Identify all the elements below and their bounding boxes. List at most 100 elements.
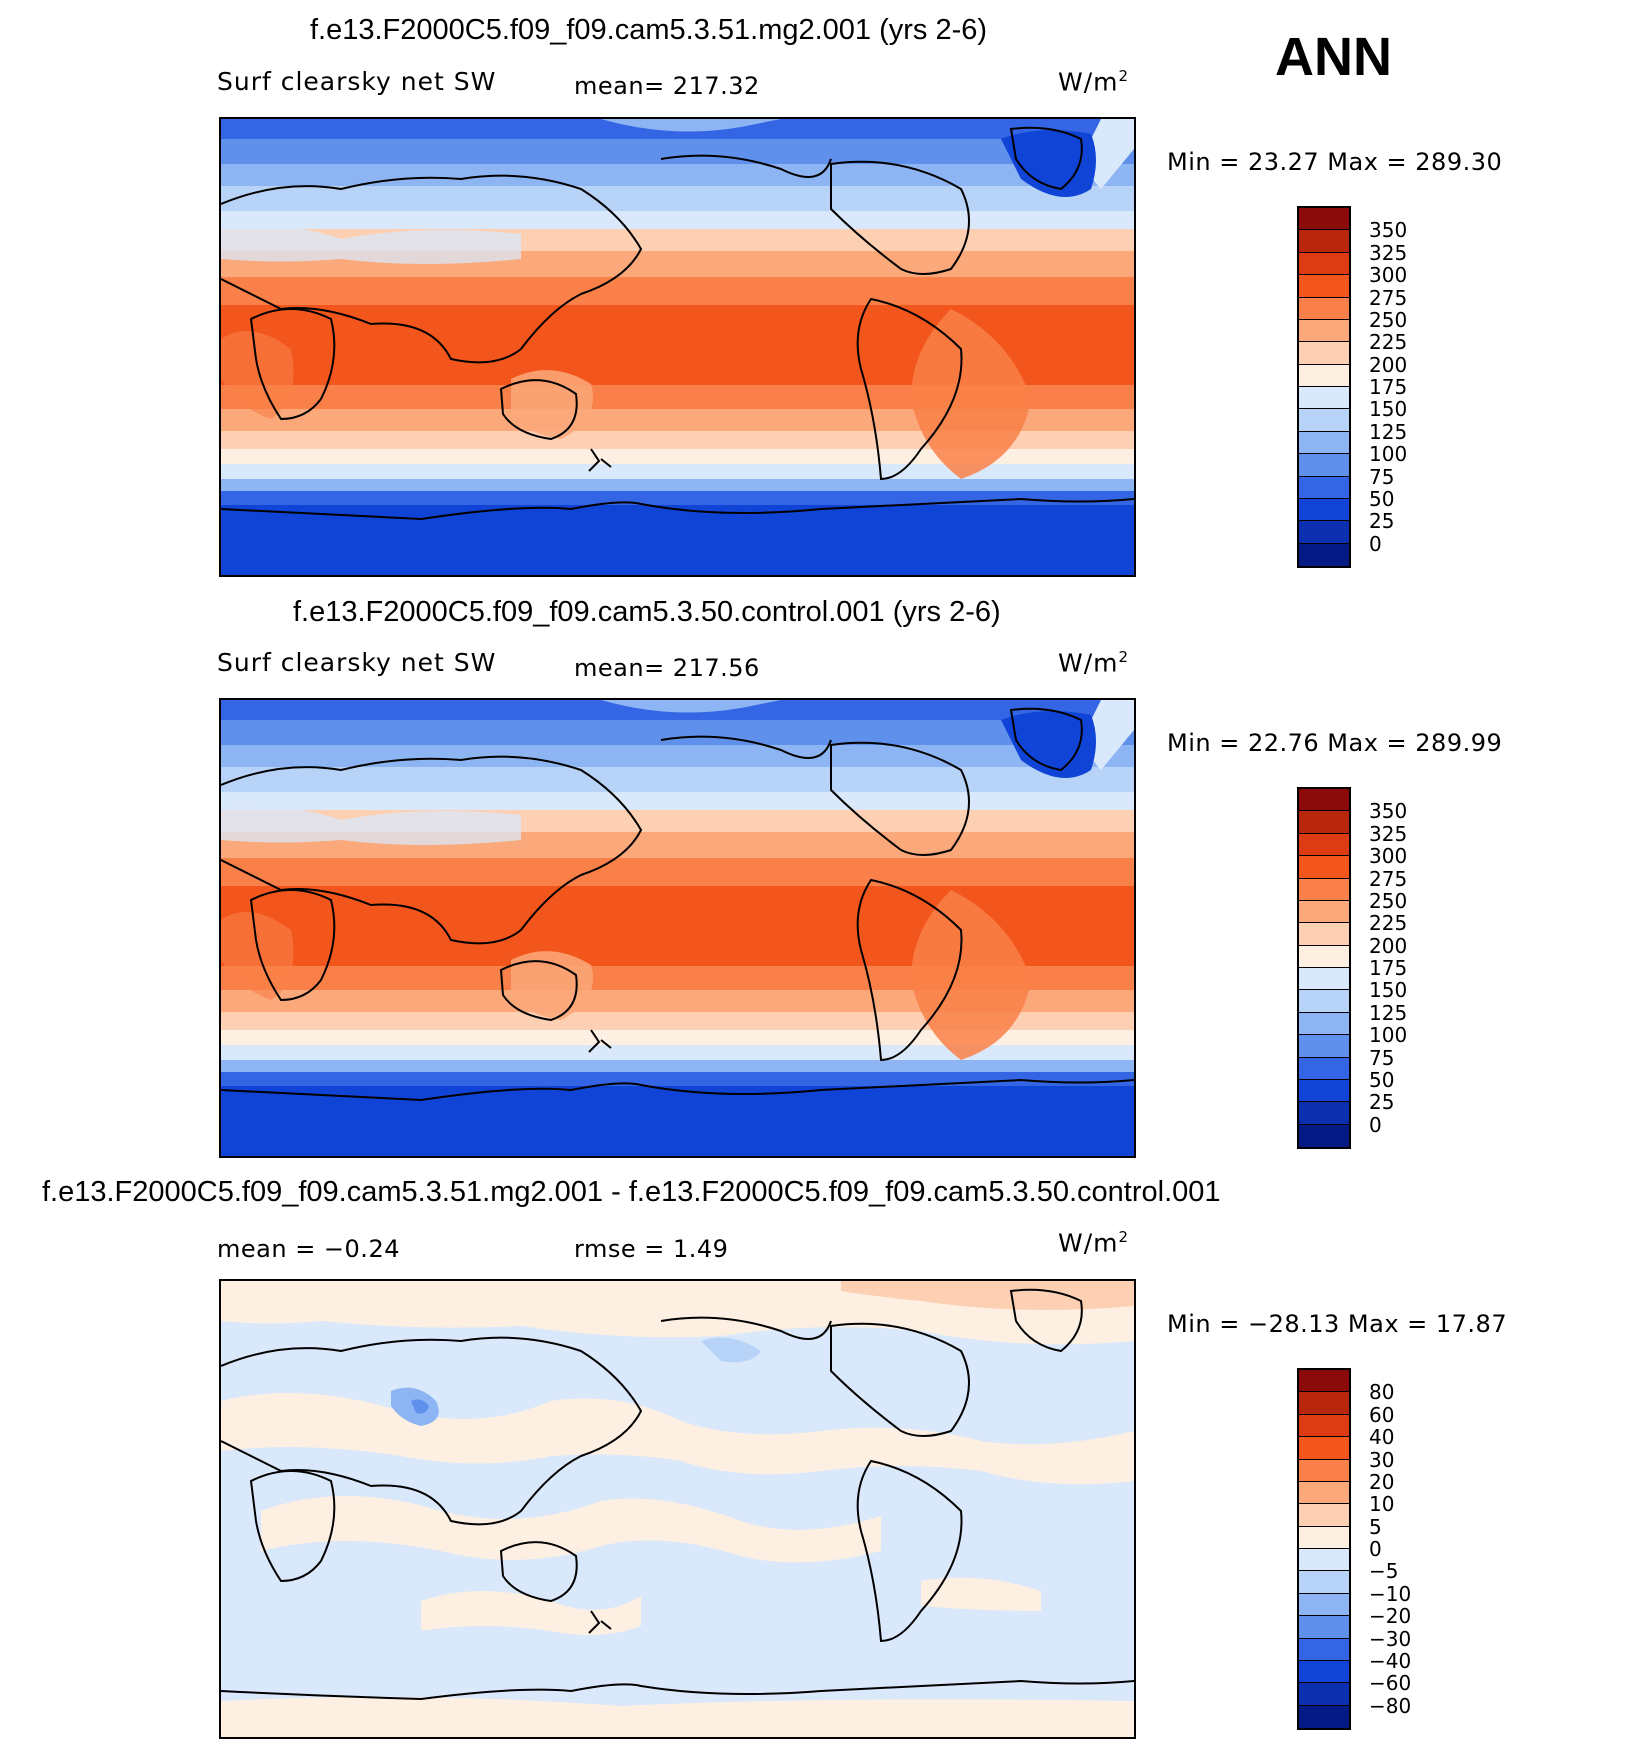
panel-3-map xyxy=(219,1279,1136,1739)
colorbar-segment xyxy=(1299,1437,1349,1460)
colorbar-segment xyxy=(1299,990,1349,1013)
panel-2-map-svg xyxy=(221,700,1134,1156)
colorbar-segment xyxy=(1299,1012,1349,1036)
colorbar-label: 0 xyxy=(1369,531,1382,556)
colorbar-label: 325 xyxy=(1369,821,1408,846)
colorbar-label: 75 xyxy=(1369,1045,1395,1070)
colorbar-label: 10 xyxy=(1369,1492,1395,1517)
colorbar-segment xyxy=(1299,1705,1349,1728)
panel-1-colorbar xyxy=(1297,206,1351,568)
panel-1-mean: mean= 217.32 xyxy=(574,72,760,100)
colorbar-segment xyxy=(1299,856,1349,879)
colorbar-segment xyxy=(1299,364,1349,387)
colorbar-label: 20 xyxy=(1369,1469,1395,1494)
colorbar-label: −80 xyxy=(1369,1693,1412,1718)
panel-1-units: W/m2 xyxy=(1058,67,1130,97)
colorbar-label: 150 xyxy=(1369,397,1408,422)
panel-2-colorbar xyxy=(1297,787,1351,1149)
colorbar-segment xyxy=(1299,454,1349,477)
colorbar-segment xyxy=(1299,1593,1349,1617)
colorbar-segment xyxy=(1299,252,1349,276)
colorbar-segment xyxy=(1299,789,1349,812)
colorbar-segment xyxy=(1299,476,1349,499)
panel-2-coastlines xyxy=(221,707,1134,1102)
panel-1-title: f.e13.F2000C5.f09_f09.cam5.3.51.mg2.001 … xyxy=(310,14,988,46)
panel-1-coastlines xyxy=(221,126,1134,521)
colorbar-label: 200 xyxy=(1369,352,1408,377)
colorbar-segment xyxy=(1299,1057,1349,1080)
panel-2-mean: mean= 217.56 xyxy=(574,654,760,682)
colorbar-label: 225 xyxy=(1369,330,1408,355)
panel-1-map xyxy=(219,117,1136,577)
panel-3-mean: mean = −0.24 xyxy=(217,1235,400,1263)
colorbar-label: 300 xyxy=(1369,263,1408,288)
panel-1-bands xyxy=(221,119,1134,575)
colorbar-label: 0 xyxy=(1369,1537,1382,1561)
colorbar-segment xyxy=(1299,1638,1349,1661)
panel-1-map-svg xyxy=(221,119,1134,575)
colorbar-segment xyxy=(1299,1549,1349,1572)
panel-3-colorbar xyxy=(1297,1368,1351,1730)
colorbar-segment xyxy=(1299,811,1349,834)
colorbar-segment xyxy=(1299,297,1349,320)
colorbar-label: 125 xyxy=(1369,419,1408,444)
colorbar-segment xyxy=(1299,923,1349,946)
colorbar-segment xyxy=(1299,1571,1349,1594)
colorbar-label: 5 xyxy=(1369,1514,1382,1539)
colorbar-label: −60 xyxy=(1369,1671,1412,1696)
colorbar-label: 0 xyxy=(1369,1112,1382,1137)
colorbar-label: 50 xyxy=(1369,486,1395,511)
colorbar-segment xyxy=(1299,1079,1349,1103)
colorbar-segment xyxy=(1299,1035,1349,1058)
colorbar-label: −30 xyxy=(1369,1626,1412,1651)
colorbar-segment xyxy=(1299,900,1349,924)
colorbar-segment xyxy=(1299,968,1349,991)
panel-1-minmax: Min = 23.27 Max = 289.30 xyxy=(1167,148,1503,176)
panel-2-bands xyxy=(221,700,1134,1156)
panel-3-title: f.e13.F2000C5.f09_f09.cam5.3.51.mg2.001 … xyxy=(42,1176,1221,1208)
colorbar-label: 40 xyxy=(1369,1425,1395,1450)
season-label: ANN xyxy=(1275,27,1392,87)
panel-2-minmax: Min = 22.76 Max = 289.99 xyxy=(1167,729,1503,757)
colorbar-label: 75 xyxy=(1369,464,1395,489)
panel-3-units: W/m2 xyxy=(1058,1228,1130,1258)
colorbar-segment xyxy=(1299,1616,1349,1639)
colorbar-segment xyxy=(1299,230,1349,253)
colorbar-label: 25 xyxy=(1369,1090,1395,1115)
colorbar-label: 250 xyxy=(1369,888,1408,913)
colorbar-segment xyxy=(1299,1124,1349,1147)
colorbar-segment xyxy=(1299,1414,1349,1438)
panel-3-coastlines xyxy=(221,1288,1134,1701)
panel-3-rmse: rmse = 1.49 xyxy=(574,1235,729,1263)
colorbar-segment xyxy=(1299,1370,1349,1393)
colorbar-label: 80 xyxy=(1369,1380,1395,1405)
colorbar-segment xyxy=(1299,342,1349,365)
colorbar-segment xyxy=(1299,878,1349,901)
colorbar-label: 250 xyxy=(1369,307,1408,332)
colorbar-segment xyxy=(1299,1660,1349,1684)
colorbar-segment xyxy=(1299,1526,1349,1549)
colorbar-segment xyxy=(1299,431,1349,455)
colorbar-label: 150 xyxy=(1369,978,1408,1003)
colorbar-segment xyxy=(1299,409,1349,432)
panel-2-variable: Surf clearsky net SW xyxy=(217,648,497,677)
colorbar-label: −20 xyxy=(1369,1604,1412,1629)
colorbar-label: 25 xyxy=(1369,509,1395,534)
panel-2-units: W/m2 xyxy=(1058,648,1130,678)
colorbar-label: −5 xyxy=(1369,1559,1399,1584)
colorbar-label: 125 xyxy=(1369,1000,1408,1025)
colorbar-label: 350 xyxy=(1369,218,1408,243)
colorbar-label: 30 xyxy=(1369,1447,1395,1472)
colorbar-label: 175 xyxy=(1369,956,1408,980)
panel-3-fields xyxy=(221,1281,1134,1737)
colorbar-segment xyxy=(1299,945,1349,968)
colorbar-label: 175 xyxy=(1369,375,1408,399)
colorbar-label: −40 xyxy=(1369,1648,1412,1673)
colorbar-segment xyxy=(1299,833,1349,857)
colorbar-label: 100 xyxy=(1369,442,1408,467)
colorbar-label: 300 xyxy=(1369,844,1408,869)
colorbar-segment xyxy=(1299,543,1349,566)
colorbar-label: 200 xyxy=(1369,933,1408,958)
colorbar-label: 325 xyxy=(1369,240,1408,265)
colorbar-segment xyxy=(1299,1392,1349,1415)
